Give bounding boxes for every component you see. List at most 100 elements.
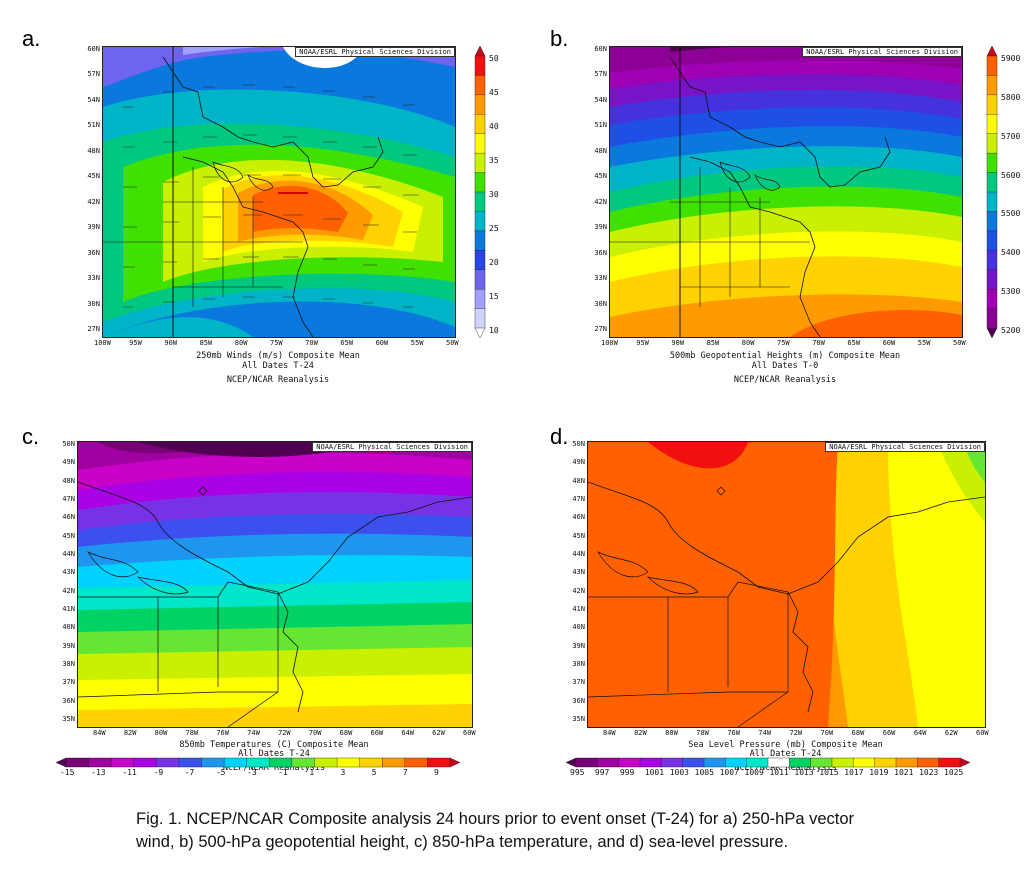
figure-caption: Fig. 1. NCEP/NCAR Composite analysis 24 … — [136, 808, 916, 854]
panel-c-lat-tick: 46N — [62, 513, 75, 522]
panel-c-lat-tick: 37N — [62, 678, 75, 687]
panel-c-colorbar-label: -7 — [184, 768, 195, 777]
panel-a-source: NCEP/NCAR Reanalysis — [226, 375, 330, 385]
panel-c-lon-tick: 78W — [185, 729, 199, 737]
panel-c-lon-tick: 64W — [401, 729, 414, 737]
panel-a-colorbar-label: 45 — [489, 88, 499, 97]
panel-b-lon-tick: 100W — [601, 339, 618, 347]
panel-d-lat-tick: 49N — [572, 458, 585, 467]
panel-a-lat-tick: 57N — [87, 70, 100, 79]
panel-b-lon-tick: 75W — [777, 339, 790, 347]
colorbar-swatch — [986, 152, 998, 174]
colorbar-swatch — [618, 757, 641, 768]
colorbar-swatch — [110, 757, 135, 768]
panel-a-letter: a. — [22, 26, 41, 51]
colorbar-swatch — [474, 250, 486, 271]
panel-c-letter: c. — [22, 424, 40, 449]
panel-a-map: NOAA/ESRL Physical Sciences Division — [102, 46, 456, 338]
colorbar-swatch — [789, 757, 812, 768]
panel-b-lon-tick: 80W — [741, 339, 755, 347]
colorbar-swatch — [65, 757, 90, 768]
panel-c-lon-tick: 70W — [308, 729, 322, 737]
panel-c-colorbar-label: 1 — [309, 768, 315, 777]
panel-a-title: 250mb Winds (m/s) Composite Mean — [196, 351, 360, 361]
panel-d-map: NOAA/ESRL Physical Sciences Division — [587, 441, 986, 728]
colorbar-swatch — [810, 757, 833, 768]
panel-d-colorbar-label: 1025 — [944, 768, 964, 777]
panel-b-lon-tick: 95W — [636, 339, 649, 347]
panel-a-lon-tick: 65W — [340, 339, 354, 347]
panel-b-letter: b. — [550, 26, 569, 51]
colorbar-swatch — [986, 114, 998, 135]
panel-d-lat-tick: 35N — [572, 715, 585, 723]
panel-d-lon-tick: 72W — [789, 729, 803, 737]
figure-caption-line-2: wind, b) 500-hPa geopotential height, c)… — [136, 833, 789, 851]
panel-d-lon-tick: 60W — [976, 729, 989, 737]
colorbar-swatch — [703, 757, 727, 768]
panel-b-lat-tick: 51N — [594, 121, 607, 130]
panel-b-map: NOAA/ESRL Physical Sciences Division — [609, 46, 963, 338]
panel-a-colorbar-label: 15 — [489, 292, 499, 301]
panel-a-colorbar-label: 30 — [489, 190, 499, 199]
panel-d-colorbar-label: 1023 — [919, 768, 939, 777]
panel-d-lat-tick: 40N — [572, 623, 585, 632]
panel-b-subtitle: All Dates T-0 — [751, 361, 819, 371]
colorbar-swatch — [474, 288, 486, 310]
panel-a-lon-tick: 55W — [410, 339, 424, 347]
colorbar-swatch — [474, 114, 486, 135]
colorbar-swatch — [474, 269, 486, 290]
panel-b-lat-tick: 57N — [594, 70, 607, 79]
colorbar-swatch — [314, 757, 338, 768]
panel-d-colorbar-label: 1001 — [644, 768, 665, 777]
panel-d-lat-tick: 38N — [572, 660, 585, 668]
colorbar-swatch — [88, 757, 112, 768]
panel-c-lon-tick: 80W — [154, 729, 168, 737]
panel-d-lat-tick: 45N — [572, 531, 585, 540]
colorbar-swatch — [404, 757, 429, 768]
panel-c-lon-tick: 60W — [463, 729, 476, 737]
panel-c-lat-tick: 36N — [62, 696, 75, 705]
panel-b-colorbar-label: 5900 — [1001, 54, 1021, 63]
panel-c-lon-tick: 74W — [247, 729, 260, 737]
panel-c-lon-tick: 82W — [123, 729, 137, 737]
panel-a-lat-tick: 60N — [87, 45, 100, 53]
panel-c-colorbar-label: 5 — [371, 768, 377, 777]
panel-a-lat-tick: 42N — [87, 197, 100, 206]
colorbar-swatch — [986, 288, 998, 310]
colorbar-swatch — [201, 757, 225, 768]
panel-b-lat-tick: 36N — [594, 248, 607, 257]
colorbar-swatch — [474, 191, 486, 213]
panel-b-colorbar-label: 5200 — [1001, 326, 1021, 335]
panel-d-lon-tick: 76W — [727, 729, 740, 737]
panel-d-lat-tick: 42N — [572, 586, 585, 595]
panel-c-lon-tick: 62W — [432, 729, 445, 737]
panel-d-lon-tick: 64W — [913, 729, 927, 737]
panel-a-lon-tick: 95W — [129, 339, 142, 347]
panel-d-lon-tick: 78W — [696, 729, 709, 737]
colorbar-swatch — [986, 250, 998, 271]
colorbar-swatch — [746, 757, 769, 768]
panel-a-lon-tick: 60W — [375, 339, 389, 347]
panel-d-lon-tick: 62W — [944, 729, 958, 737]
colorbar-swatch — [986, 191, 998, 213]
panel-c-lat-tick: 49N — [62, 458, 75, 467]
panel-a-lat-tick: 33N — [87, 274, 100, 283]
panel-a-lat-tick: 51N — [87, 121, 100, 130]
panel-d-colorbar-label: 1005 — [694, 768, 714, 777]
panel-a-lon-tick: 85W — [199, 339, 213, 347]
panel-b-lon-tick: 65W — [847, 339, 861, 347]
panel-d-lat-tick: 43N — [572, 568, 585, 577]
panel-d-lat-tick: 46N — [572, 513, 585, 522]
panel-b-lat-tick: 27N — [594, 325, 607, 333]
panel-a-colorbar-label: 40 — [489, 122, 499, 131]
panel-b-lon-tick: 85W — [706, 339, 720, 347]
panel-c-lat-tick: 45N — [62, 531, 75, 540]
colorbar-swatch — [959, 757, 971, 768]
panel-d-title: Sea Level Pressure (mb) Composite Mean — [688, 740, 883, 750]
panel-d-lat-tick: 37N — [572, 678, 585, 687]
colorbar-swatch — [853, 757, 876, 768]
colorbar-swatch — [474, 230, 486, 251]
panel-b-lat-tick: 30N — [594, 299, 607, 308]
colorbar-swatch — [474, 172, 486, 193]
panel-c-lon-tick: 84W — [93, 729, 106, 737]
